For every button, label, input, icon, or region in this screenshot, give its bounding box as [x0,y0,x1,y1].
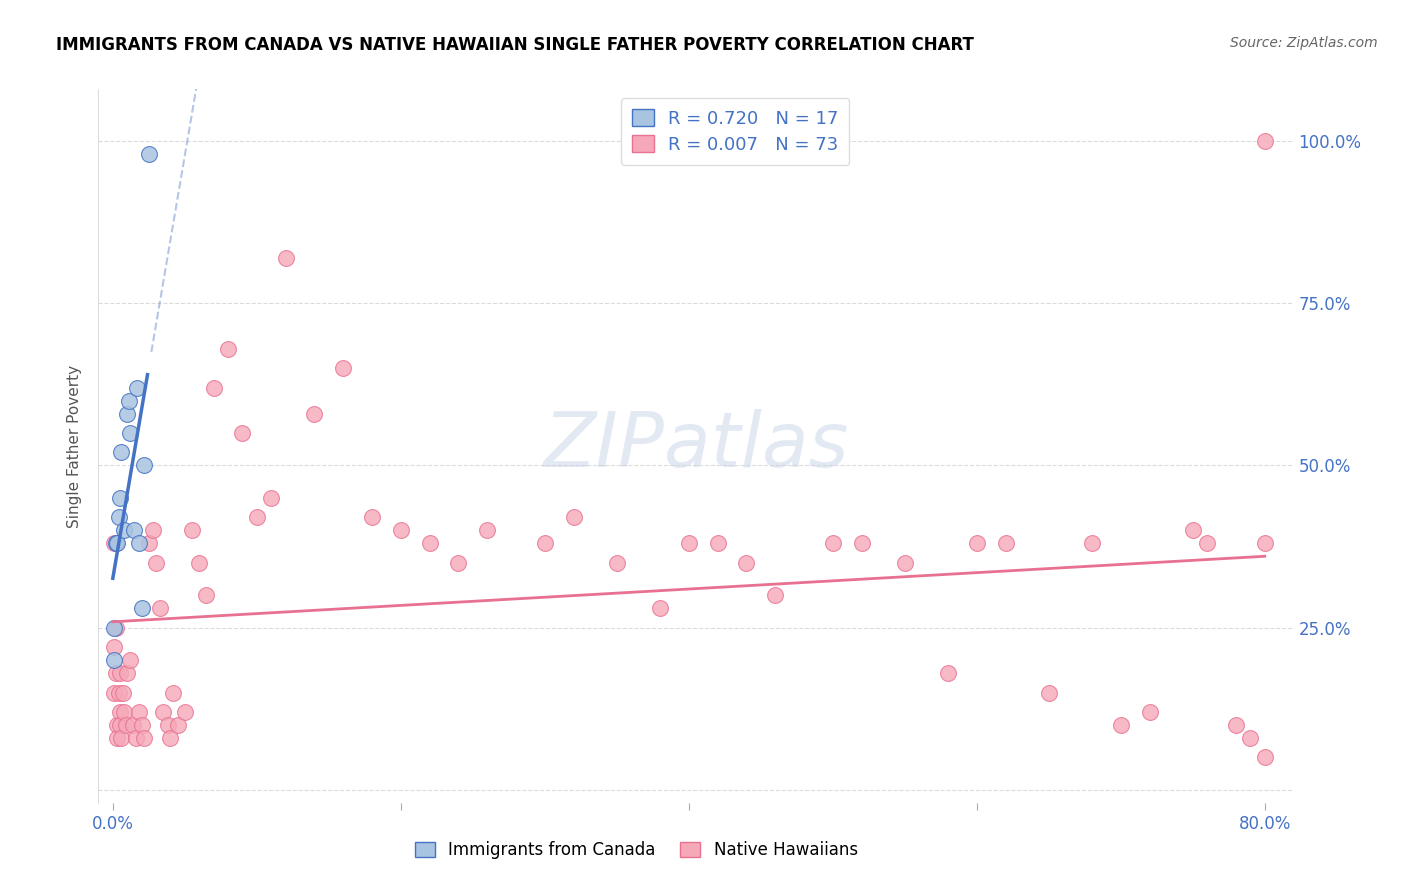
Point [706,536,728,550]
Point [994,536,1017,550]
Point [138,536,160,550]
Point [103,685,125,699]
Point [260,491,283,505]
Point [477,524,499,538]
Legend: Immigrants from Canada, Native Hawaiians: Immigrants from Canada, Native Hawaiians [408,835,865,866]
Point [1139,705,1161,719]
Point [1081,536,1104,550]
Point [332,361,354,376]
Point [181,524,204,538]
Point [1254,536,1277,550]
Point [1181,524,1204,538]
Point [118,393,141,408]
Point [152,705,174,719]
Point [156,718,179,732]
Point [562,510,585,524]
Point [389,524,412,538]
Point [419,536,441,550]
Point [361,510,384,524]
Point [108,718,131,732]
Point [159,731,181,745]
Point [110,731,132,745]
Point [648,601,671,615]
Point [122,718,145,732]
Point [108,491,131,505]
Point [131,718,153,732]
Point [188,556,211,570]
Point [103,640,125,654]
Text: IMMIGRANTS FROM CANADA VS NATIVE HAWAIIAN SINGLE FATHER POVERTY CORRELATION CHAR: IMMIGRANTS FROM CANADA VS NATIVE HAWAIIA… [56,36,974,54]
Point [217,342,239,356]
Point [131,601,153,615]
Point [162,685,184,699]
Point [107,510,129,524]
Point [149,601,172,615]
Point [893,556,915,570]
Point [105,731,128,745]
Point [105,718,128,732]
Point [134,458,156,473]
Point [678,536,700,550]
Point [128,536,150,550]
Y-axis label: Single Father Poverty: Single Father Poverty [67,365,83,527]
Point [1197,536,1219,550]
Point [103,621,125,635]
Point [104,536,127,550]
Point [115,666,138,681]
Point [145,556,167,570]
Point [142,524,165,538]
Point [114,718,136,732]
Point [231,425,253,440]
Point [202,381,225,395]
Point [110,445,132,459]
Point [1254,750,1277,764]
Point [1239,731,1261,745]
Text: ZIPatlas: ZIPatlas [543,409,849,483]
Point [104,621,127,635]
Point [533,536,555,550]
Point [1225,718,1247,732]
Point [112,524,135,538]
Point [105,536,128,550]
Point [606,556,628,570]
Point [166,718,188,732]
Point [851,536,873,550]
Point [1109,718,1132,732]
Point [115,407,138,421]
Point [127,381,149,395]
Point [304,407,326,421]
Point [195,588,218,602]
Point [138,147,160,161]
Point [125,731,148,745]
Point [120,425,142,440]
Point [107,685,129,699]
Point [103,536,125,550]
Point [735,556,758,570]
Point [246,510,269,524]
Point [108,705,131,719]
Text: Source: ZipAtlas.com: Source: ZipAtlas.com [1230,36,1378,50]
Point [1254,134,1277,148]
Point [120,653,142,667]
Point [111,685,134,699]
Point [447,556,470,570]
Point [821,536,844,550]
Point [103,653,125,667]
Point [173,705,195,719]
Point [936,666,959,681]
Point [966,536,988,550]
Point [1038,685,1060,699]
Point [134,731,156,745]
Point [763,588,786,602]
Point [124,524,146,538]
Point [108,666,131,681]
Point [112,705,135,719]
Point [128,705,150,719]
Point [104,666,127,681]
Point [274,251,297,265]
